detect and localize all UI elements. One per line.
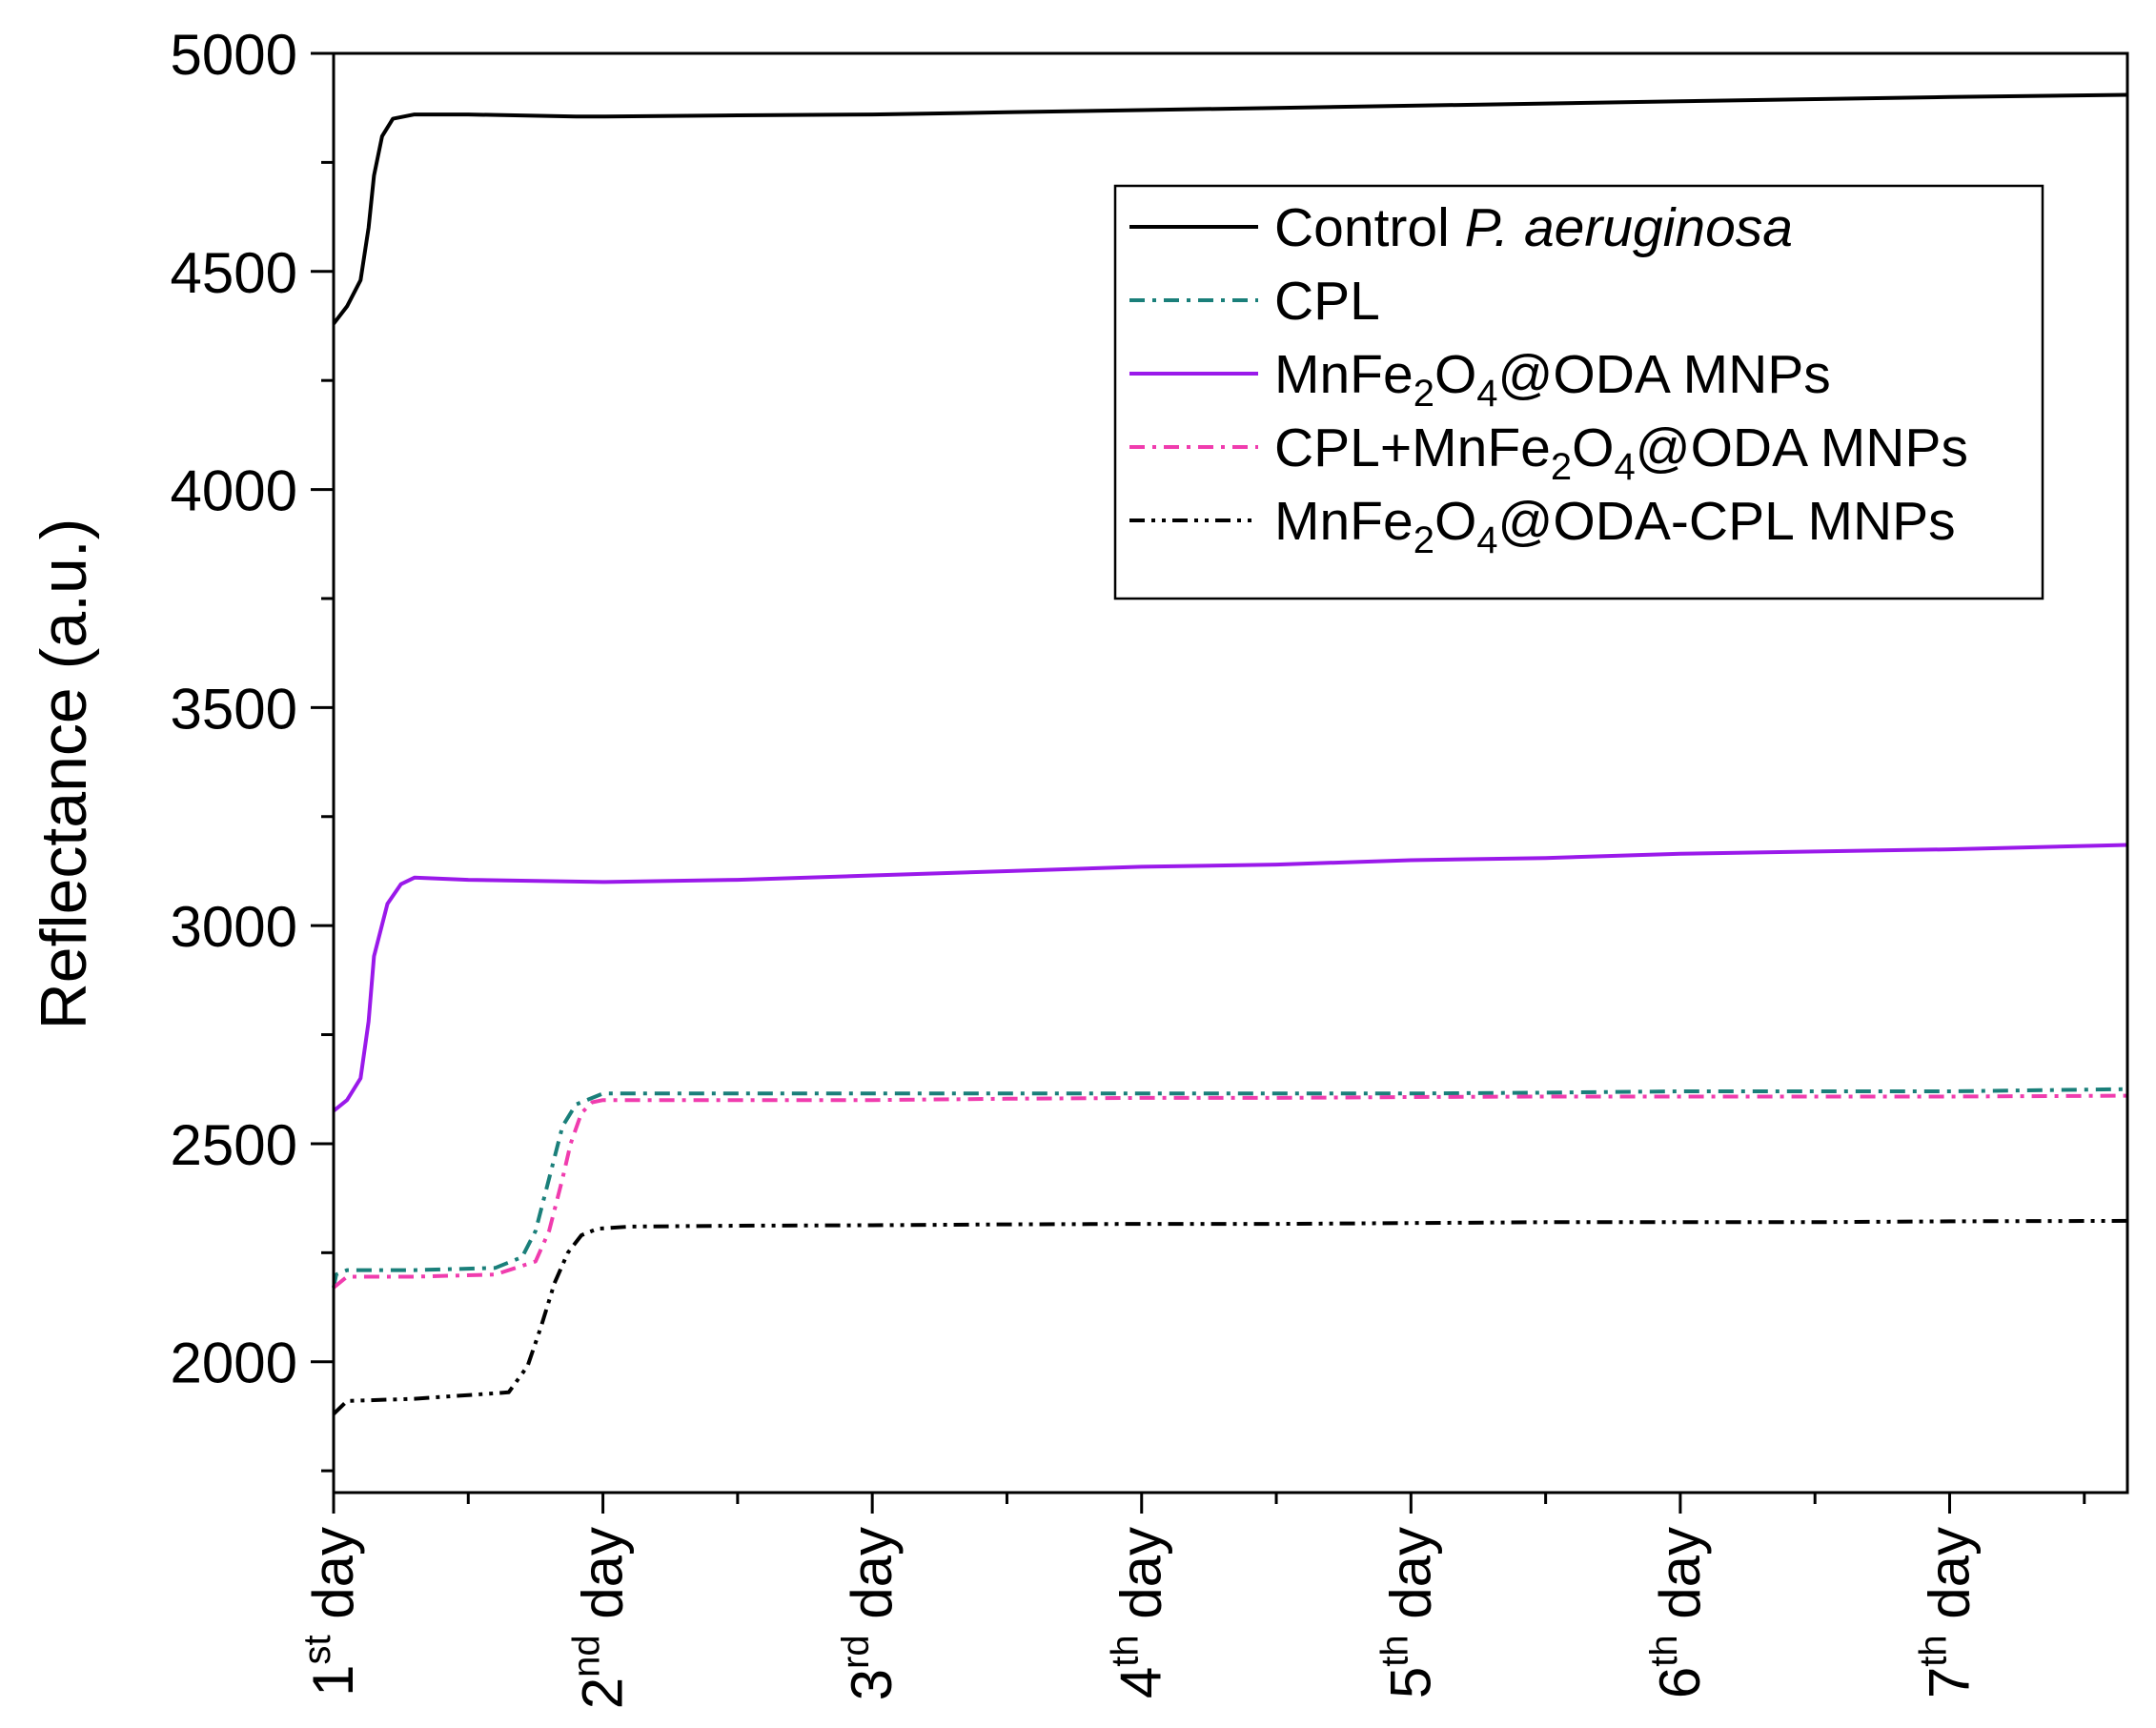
series-layer bbox=[332, 92, 2128, 1416]
x-tick-label: 3rd day bbox=[835, 1527, 904, 1700]
y-tick-label: 5000 bbox=[171, 23, 297, 87]
series-line-2 bbox=[332, 1087, 2128, 1289]
series-line-1 bbox=[332, 92, 2128, 325]
legend-box bbox=[1113, 184, 2044, 600]
y-tick-label: 4500 bbox=[171, 241, 297, 305]
x-tick-label: 5th day bbox=[1373, 1527, 1442, 1698]
legend: Control P. aeruginosa CPL MnFe2O4@ODA MNPs… bbox=[1113, 184, 2044, 600]
series-line-3 bbox=[332, 843, 2128, 1113]
legend-label-2: CPL bbox=[1274, 271, 1380, 332]
y-axis-label: Reflectance (a.u.) bbox=[28, 518, 100, 1030]
series-line-4 bbox=[332, 1093, 2128, 1290]
x-tick-label: 7th day bbox=[1912, 1527, 1981, 1698]
y-tick-label: 3000 bbox=[171, 895, 297, 959]
x-tick-label: 2nd day bbox=[566, 1527, 635, 1709]
y-axis-ticks: 2000 2500 3000 3500 4000 4500 5000 bbox=[171, 23, 334, 1473]
legend-label-3: MnFe2O4@ODA MNPs bbox=[1274, 344, 1831, 415]
y-tick-label: 3500 bbox=[171, 677, 297, 741]
plot-frame bbox=[332, 51, 2129, 1494]
y-tick-label: 4000 bbox=[171, 459, 297, 523]
series-line-5 bbox=[332, 1218, 2128, 1416]
y-tick-label: 2000 bbox=[171, 1332, 297, 1395]
legend-label-4: CPL+MnFe2O4@ODA MNPs bbox=[1274, 417, 1968, 488]
x-tick-label: 1st day bbox=[296, 1527, 365, 1697]
legend-label-5: MnFe2O4@ODA-CPL MNPs bbox=[1274, 491, 1956, 561]
y-tick-label: 2500 bbox=[171, 1113, 297, 1177]
x-axis-ticks: 1st day 2nd day 3rd day 4th day 5th day 6th d… bbox=[296, 1493, 2086, 1709]
legend-label-1: Control P. aeruginosa bbox=[1274, 197, 1793, 258]
x-tick-label: 6th day bbox=[1643, 1527, 1712, 1698]
x-tick-label: 4th day bbox=[1105, 1527, 1173, 1698]
